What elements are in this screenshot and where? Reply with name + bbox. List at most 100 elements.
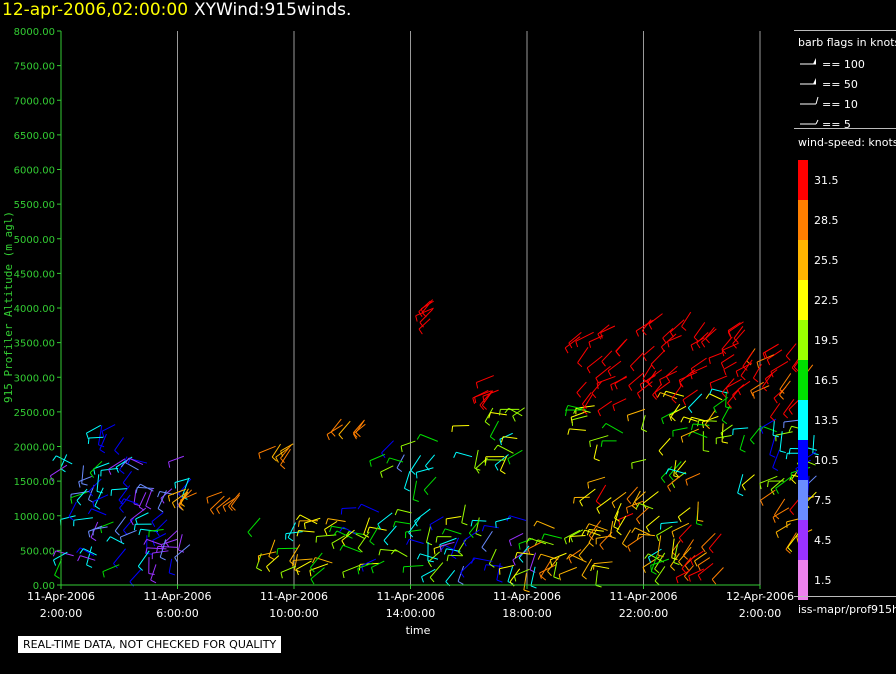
colorbar-label: 16.5 xyxy=(814,374,839,387)
wind-barb-flag xyxy=(54,574,60,579)
wind-barb-flag xyxy=(654,568,660,574)
wind-barb-flag xyxy=(415,315,418,322)
wind-barb-flag xyxy=(339,545,344,551)
wind-barb-staff xyxy=(455,451,473,458)
wind-barb-flag xyxy=(597,333,602,340)
wind-barb-staff xyxy=(101,424,116,432)
wind-barb-flag xyxy=(570,417,573,424)
wind-barb-flag xyxy=(383,540,389,546)
wind-barb-staff xyxy=(86,546,93,566)
wind-barb-flag xyxy=(178,506,184,511)
wind-barb-staff xyxy=(656,525,673,536)
wind-barb-flag xyxy=(646,379,651,386)
wind-barb-flag xyxy=(795,468,799,475)
wind-barb-flag xyxy=(671,398,677,404)
wind-barb-flag xyxy=(709,388,713,395)
wind-barb-staff xyxy=(544,533,562,539)
wind-barb-staff xyxy=(741,474,755,486)
wind-barb-staff xyxy=(527,541,542,550)
wind-barb-flag xyxy=(114,530,120,536)
wind-barb-staff xyxy=(258,445,276,454)
wind-barb-staff xyxy=(444,528,462,535)
wind-barb-staff xyxy=(331,525,347,530)
wind-barb-flag xyxy=(88,490,93,497)
wind-barb-flag xyxy=(453,452,457,458)
wind-barb-flag xyxy=(641,330,647,336)
wind-barb-flag xyxy=(400,445,403,453)
wind-barb-flag xyxy=(626,507,629,514)
wind-barb-flag xyxy=(631,505,638,510)
wind-barb-staff xyxy=(397,508,412,514)
wind-barb-staff xyxy=(638,533,656,537)
wind-barb-staff xyxy=(587,476,606,483)
wind-barb-staff xyxy=(654,566,666,582)
wind-barb-staff xyxy=(381,440,394,454)
wind-barb-staff xyxy=(123,498,139,505)
wind-barb-staff xyxy=(96,474,100,492)
wind-barb-staff xyxy=(642,364,653,380)
title-datetime: 12-apr-2006,02:00:00 xyxy=(2,0,189,20)
wind-barb-flag xyxy=(167,495,171,502)
wind-barb-staff xyxy=(775,523,791,533)
wind-barb-staff xyxy=(737,474,744,494)
wind-barb-flag xyxy=(612,404,616,411)
wind-barb-staff xyxy=(711,567,724,580)
wind-barb-flag xyxy=(609,535,616,539)
wind-barb-flag xyxy=(463,540,467,547)
wind-barb-staff xyxy=(678,546,692,562)
wind-barb-flag xyxy=(553,576,560,580)
wind-barb-flag xyxy=(788,409,793,415)
wind-barb-flag xyxy=(412,499,419,502)
wind-barb-staff xyxy=(507,566,514,582)
wind-barb-flag xyxy=(631,527,636,534)
wind-barb-flag xyxy=(482,396,485,403)
wind-barb-staff xyxy=(687,393,703,409)
wind-barb-staff xyxy=(400,440,416,447)
wind-barb-staff xyxy=(289,544,301,562)
wind-barb-flag xyxy=(650,565,653,572)
wind-barb-flag xyxy=(668,475,674,481)
wind-barb-flag xyxy=(206,497,209,504)
wind-barb-flag xyxy=(752,392,755,399)
wind-barb-flag xyxy=(410,470,416,475)
wind-barb-flag xyxy=(137,565,143,571)
y-tick-label: 2500.00 xyxy=(14,408,55,419)
wind-barb-staff xyxy=(626,486,638,500)
wind-barb-staff xyxy=(128,457,144,465)
wind-barb-staff xyxy=(634,527,651,536)
wind-barb-staff xyxy=(733,427,749,430)
x-tick-date: 12-Apr-2006 xyxy=(726,590,794,603)
wind-barb-flag xyxy=(77,555,81,562)
wind-barb-staff xyxy=(636,507,650,520)
wind-barb-staff xyxy=(568,331,582,344)
wind-barb-staff xyxy=(679,368,696,383)
wind-barb-staff xyxy=(749,425,762,441)
wind-barb-flag xyxy=(106,536,111,542)
wind-barb-flag xyxy=(523,589,530,593)
wind-barb-flag xyxy=(312,557,316,564)
wind-barbs xyxy=(49,299,819,593)
wind-barb-flag xyxy=(404,487,411,492)
wind-barb-flag xyxy=(671,531,675,538)
wind-barb-staff xyxy=(690,550,704,560)
wind-barb-flag xyxy=(705,338,710,344)
wind-barb-flag xyxy=(690,373,693,380)
wind-barb-staff xyxy=(342,564,361,573)
wind-barb-flag xyxy=(742,366,748,371)
wind-barb-flag xyxy=(576,392,581,398)
wind-barb-flag xyxy=(547,570,552,577)
wind-barb-staff xyxy=(331,535,346,544)
wind-barb-staff xyxy=(383,525,397,541)
wind-barb-flag xyxy=(678,561,683,567)
wind-barb-flag xyxy=(703,450,710,453)
wind-barb-staff xyxy=(427,551,440,563)
wind-barb-flag xyxy=(762,353,766,359)
wind-barb-staff xyxy=(140,528,158,532)
wind-barb-staff xyxy=(416,467,434,473)
wind-barb-staff xyxy=(138,492,147,508)
barb-legend-label: == 5 xyxy=(822,118,851,131)
wind-barb-staff xyxy=(673,460,677,476)
wind-barb-flag xyxy=(256,567,263,572)
colorbar-swatch xyxy=(798,400,808,440)
y-tick-label: 1500.00 xyxy=(14,477,55,488)
